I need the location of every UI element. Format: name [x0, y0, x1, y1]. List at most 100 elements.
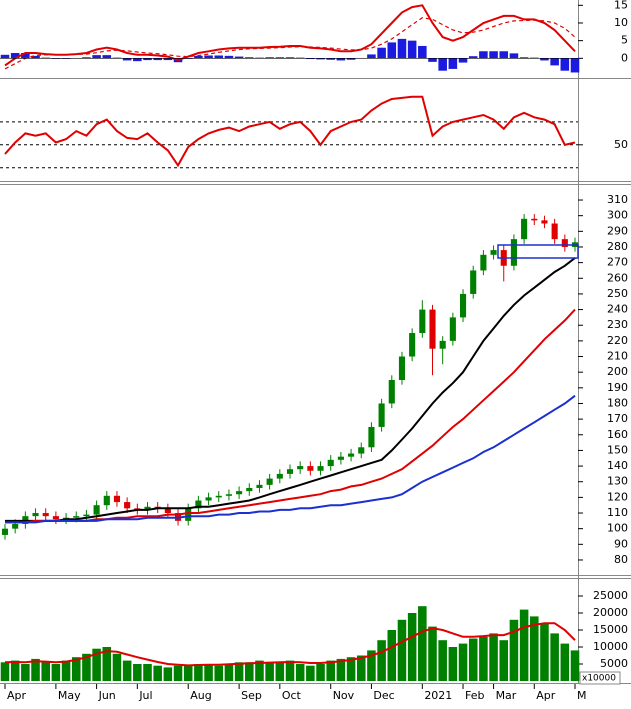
- candle-body: [164, 508, 171, 514]
- unit-label: x10000: [582, 674, 616, 684]
- bar: [336, 58, 346, 61]
- bar: [163, 667, 173, 681]
- candle-body: [83, 514, 90, 517]
- bar: [82, 57, 91, 59]
- candle-body: [113, 495, 121, 503]
- candle-body: [551, 223, 558, 240]
- bar: [194, 664, 203, 681]
- y-tick-label: 190: [607, 381, 628, 394]
- bar: [346, 657, 356, 681]
- y-tick-label: 140: [607, 459, 628, 472]
- candle-body: [246, 487, 253, 492]
- candle-body: [317, 466, 324, 471]
- bar: [0, 54, 10, 59]
- bar: [560, 643, 570, 681]
- bar: [306, 665, 315, 681]
- bar: [326, 660, 335, 681]
- bar: [224, 55, 234, 59]
- bar: [326, 58, 335, 60]
- bar: [234, 662, 244, 681]
- bar: [122, 58, 132, 61]
- candle-body: [490, 250, 497, 255]
- y-tick-label: 15: [614, 0, 628, 11]
- y-tick-label: 90: [614, 537, 628, 550]
- bar: [21, 53, 30, 59]
- candle-body: [398, 356, 406, 380]
- candle-body: [378, 403, 385, 427]
- candle-body: [225, 494, 232, 496]
- bar: [153, 58, 162, 61]
- bar: [530, 57, 539, 59]
- bar: [438, 58, 447, 71]
- bar: [92, 648, 101, 681]
- candle-body: [1, 528, 9, 535]
- bar: [133, 58, 142, 62]
- candle-body: [103, 495, 110, 506]
- x-tick-label: 2021: [424, 689, 452, 702]
- candle-body: [541, 220, 548, 224]
- bar: [295, 57, 305, 59]
- candle-body: [73, 516, 80, 518]
- y-tick-label: 230: [607, 318, 628, 331]
- bar: [316, 664, 325, 681]
- bar: [397, 38, 407, 59]
- candle-body: [215, 495, 222, 498]
- bar: [122, 660, 132, 681]
- candle-body: [521, 218, 528, 240]
- bar: [10, 53, 20, 59]
- y-tick-label: 5: [621, 34, 628, 47]
- bar: [377, 47, 386, 59]
- line-series: [5, 308, 576, 524]
- candle-body: [368, 426, 375, 448]
- y-tick-label: 290: [607, 224, 628, 237]
- x-tick-label: M: [577, 689, 587, 702]
- y-tick-label: 260: [607, 271, 628, 284]
- bar: [387, 42, 397, 59]
- bar: [214, 665, 224, 681]
- bar: [336, 658, 346, 681]
- bar: [468, 56, 478, 59]
- bar: [71, 657, 81, 681]
- y-tick-label: 50: [614, 138, 628, 151]
- bar: [356, 655, 366, 681]
- unit-box: [579, 671, 621, 685]
- bar: [377, 640, 386, 681]
- candle-body: [297, 466, 304, 470]
- y-tick-label: 20000: [593, 606, 628, 619]
- line-series: [5, 257, 576, 522]
- candle-body: [429, 309, 436, 349]
- bar: [397, 619, 407, 681]
- x-tick-label: May: [58, 689, 81, 702]
- y-tick-label: 120: [607, 490, 628, 503]
- bar: [265, 57, 274, 59]
- bar: [21, 664, 30, 681]
- bar: [214, 55, 224, 59]
- bar: [41, 662, 50, 681]
- x-tick-label: Apr: [536, 689, 556, 702]
- x-tick-label: Jul: [138, 689, 152, 702]
- y-tick-label: 130: [607, 475, 628, 488]
- bar: [509, 53, 519, 59]
- candle-body: [510, 239, 517, 266]
- bar: [387, 630, 397, 681]
- bar: [204, 55, 213, 59]
- candle-body: [358, 447, 365, 454]
- x-tick-label: Sep: [241, 689, 262, 702]
- bar: [367, 54, 376, 59]
- candle-body: [185, 508, 192, 521]
- y-tick-label: 200: [607, 365, 628, 378]
- y-tick-label: 150: [607, 443, 628, 456]
- candle-body: [348, 453, 355, 457]
- bar: [275, 662, 285, 681]
- bar: [367, 650, 376, 681]
- x-tick-label: Nov: [333, 689, 355, 702]
- bar: [448, 647, 458, 681]
- bar: [275, 57, 285, 59]
- bar: [153, 665, 162, 681]
- bar: [82, 653, 91, 681]
- x-tick-label: Oct: [282, 689, 302, 702]
- x-tick-label: Mar: [496, 689, 517, 702]
- bar: [245, 662, 254, 681]
- bar: [428, 626, 437, 681]
- bar: [570, 650, 580, 681]
